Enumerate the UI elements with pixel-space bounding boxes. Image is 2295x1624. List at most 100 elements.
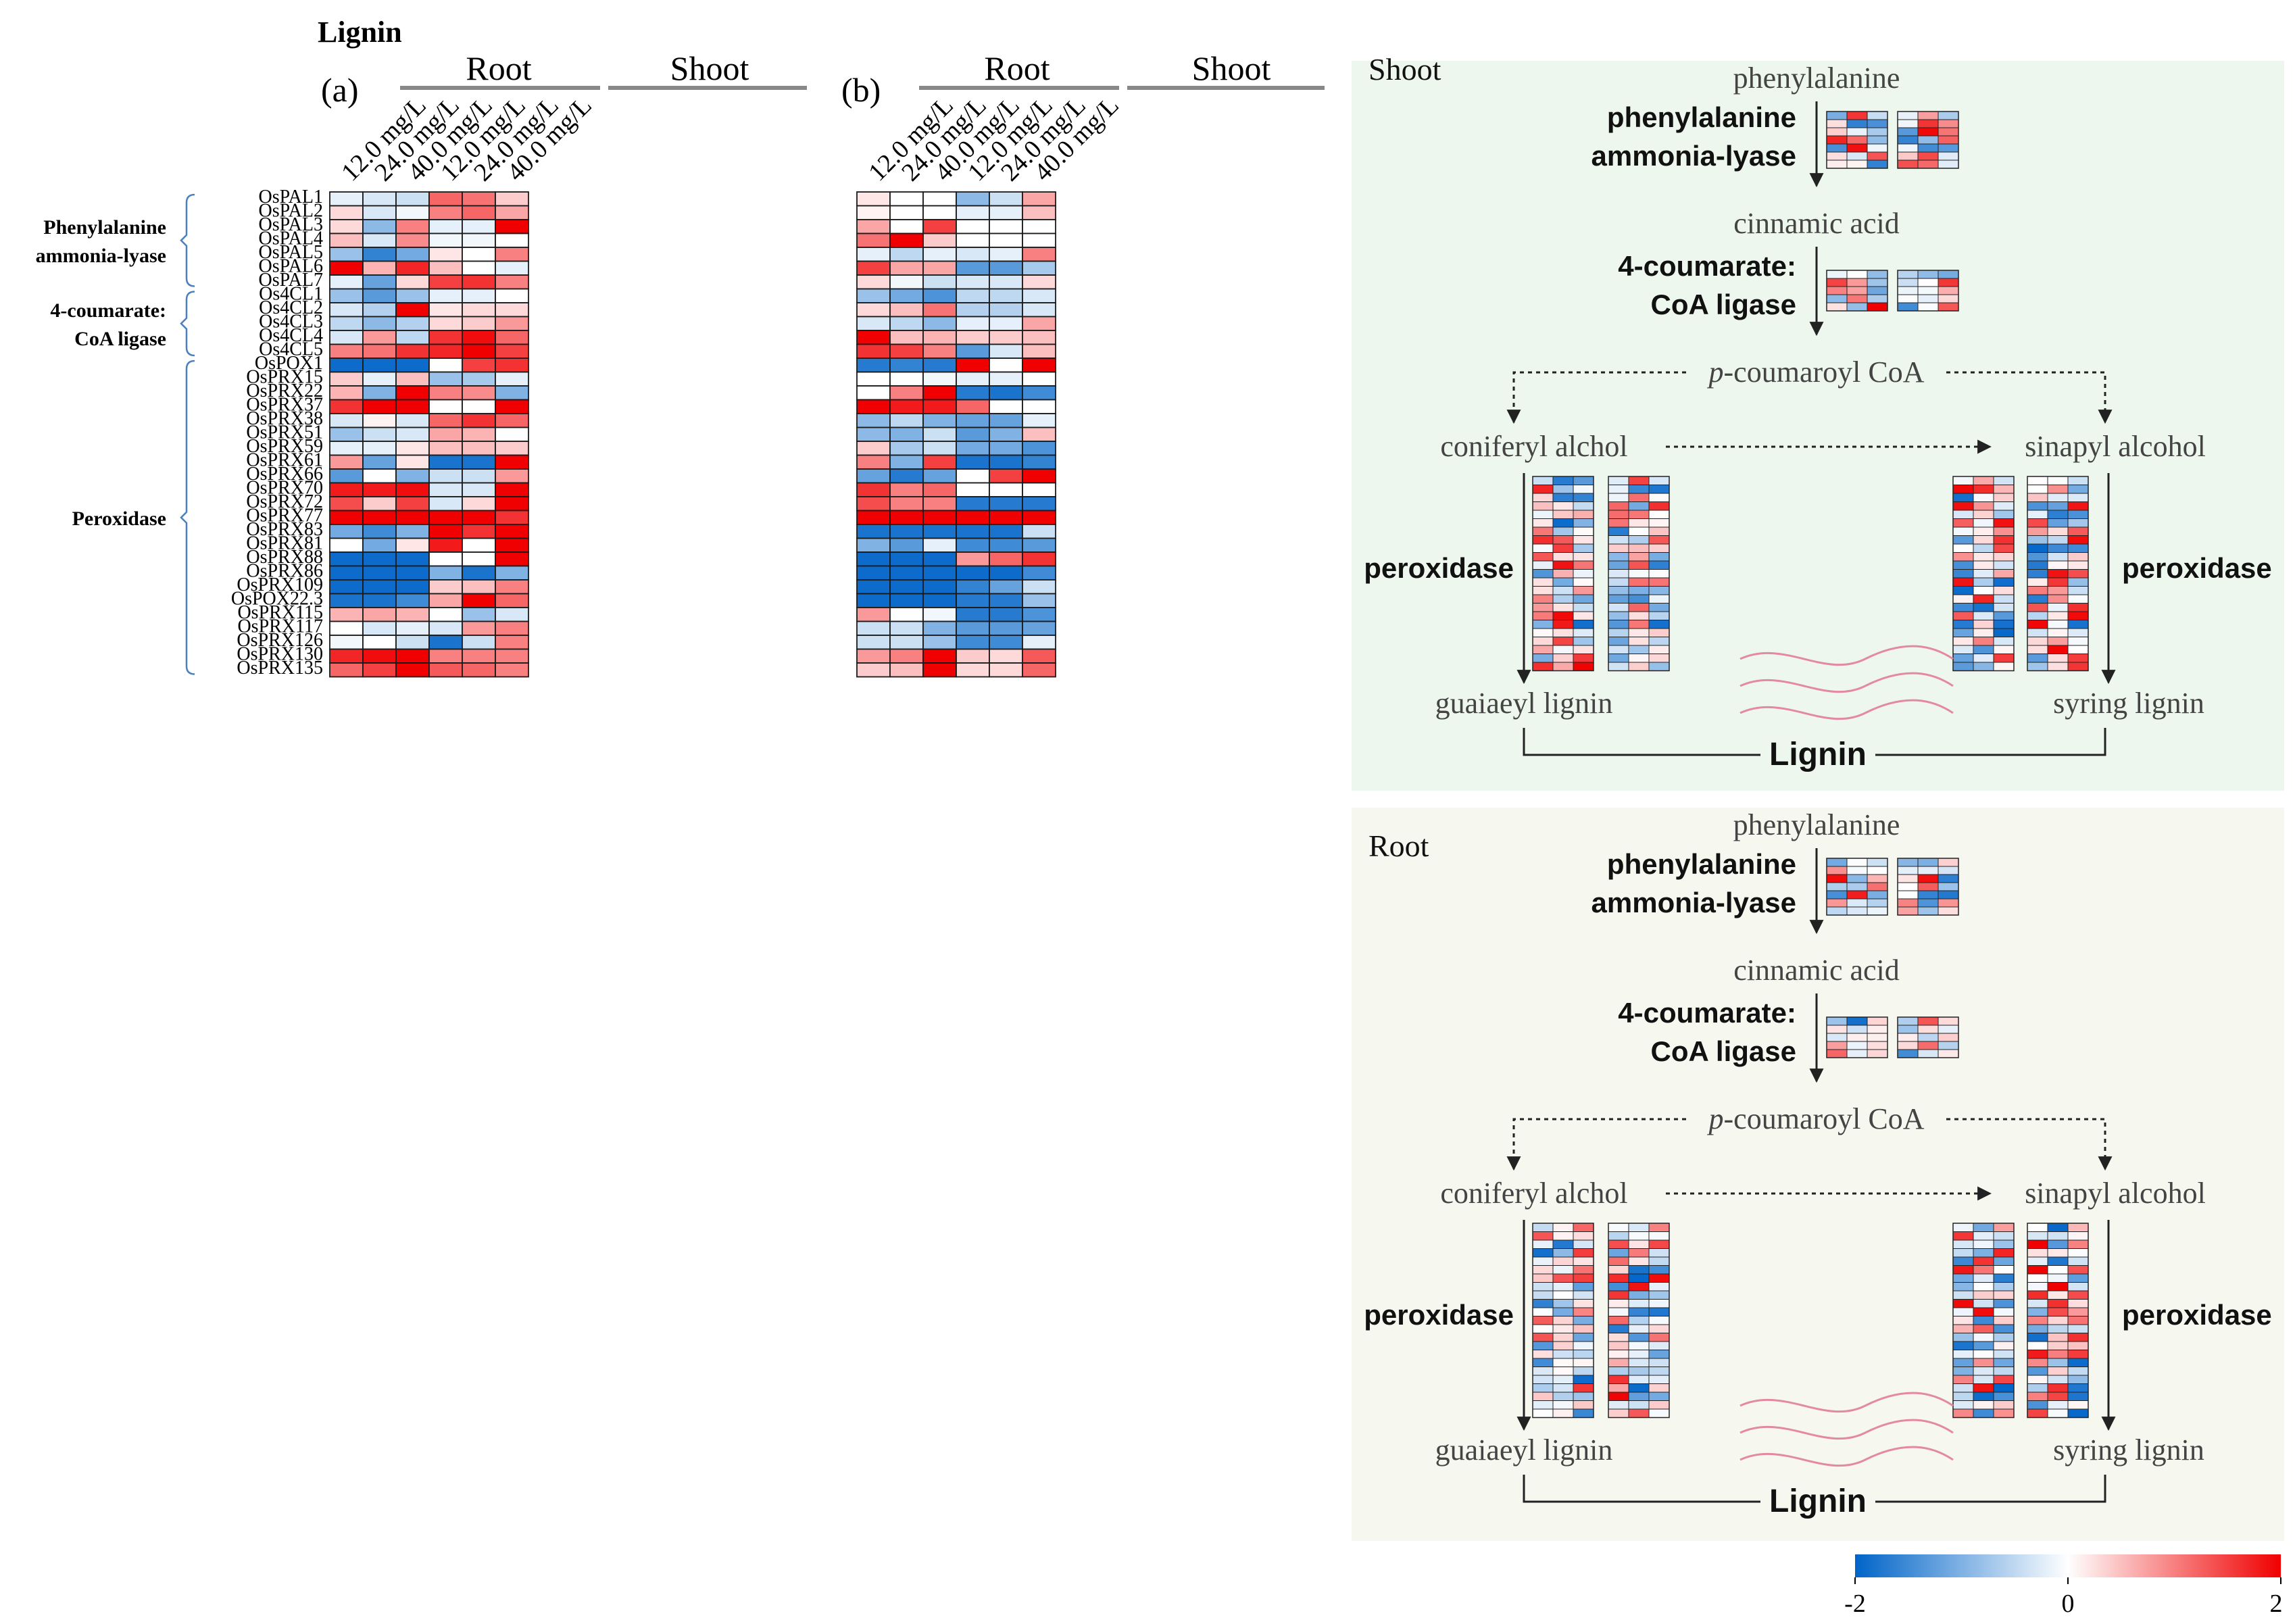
pathway-1-prx-mini-r2-cell: [2067, 1392, 2089, 1401]
pathway-1-prx-mini-l2-cell: [1608, 1375, 1629, 1384]
b-cell-r25-c3: [956, 537, 990, 553]
row-label: OsPRX15: [246, 366, 323, 387]
b-cell-r16-c5: [1022, 413, 1056, 428]
pathway-0-prx-mini-l2-cell: [1628, 620, 1650, 629]
pathway-1-prx-mini-r1: [1952, 1223, 2015, 1419]
a-cell-r30-c0: [329, 607, 364, 622]
a-cell-r5-c5: [495, 260, 529, 276]
b-cell-r13-c5: [1022, 371, 1056, 387]
row-group-brace-2: [180, 360, 195, 675]
b-cell-r19-c2: [922, 454, 957, 470]
pathway-0-prx-mini-l1-border: [1532, 476, 1594, 672]
pathway-1-cl-mini-1-cell: [1867, 1041, 1888, 1050]
pathway-0-prx-mini-l2-cell: [1608, 611, 1629, 620]
pathway-1-pal-mini-2-cell: [1897, 906, 1919, 916]
pathway-0-prx-mini-r2-cell: [2067, 569, 2089, 579]
pathway-1-prx-mini-r2-cell: [2067, 1248, 2089, 1258]
pathway-1-prx-mini-r2-cell: [2047, 1341, 2069, 1350]
pathway-1-prx-mini-r2-cell: [2067, 1273, 2089, 1283]
pathway-1-prx-mini-r1-cell: [1973, 1392, 1994, 1401]
pathway-1-prx-mini-r1-cell: [1952, 1367, 1974, 1376]
pathway-1-prx-mini-r2-cell: [2047, 1350, 2069, 1359]
pathway-0-prx-mini-r2-cell: [2047, 628, 2069, 637]
pathway-0-prx-mini-r1-cell: [1993, 518, 2015, 528]
pathway-0-prx-mini-l1-cell: [1573, 637, 1594, 646]
pathway-0-prx-mini-r2-cell: [2047, 569, 2069, 579]
a-cell-r6-c4: [462, 274, 496, 290]
a-cell-r13-c1: [362, 371, 397, 387]
a-cell-r32-c2: [395, 635, 430, 650]
pathway-0-prx-mini-l2-cell: [1628, 501, 1650, 511]
pathway-0-pal-mini-1-cell: [1867, 143, 1888, 153]
pathway-1-prx-mini-l1-cell: [1552, 1307, 1574, 1317]
pathway-1-prx-mini-r1-cell: [1993, 1256, 2015, 1266]
pathway-1-prx-mini-r1-cell: [1993, 1333, 2015, 1342]
pathway-0-pal-mini-2-cell: [1938, 119, 1959, 128]
pathway-0-prx-mini-l2-cell: [1628, 535, 1650, 545]
pathway-1-prx-mini-l1-cell: [1552, 1248, 1574, 1258]
pathway-1-prx-mini-r2-cell: [2027, 1408, 2048, 1418]
pathway-0-prx-mini-r1-cell: [1993, 594, 2015, 604]
pathway-0-prx-mini-r2-cell: [2047, 526, 2069, 536]
b-cell-r25-c5: [1022, 537, 1056, 553]
pathway-0-prx-mini-r2-cell: [2027, 518, 2048, 528]
pathway-1-prx-mini-l2-cell: [1608, 1316, 1629, 1325]
pathway-1-prx-mini-l1-cell: [1573, 1358, 1594, 1367]
b-cell-r33-c2: [922, 648, 957, 664]
pathway-0-prx-mini-l2-cell: [1648, 603, 1670, 612]
pathway-1-prx-mini-r2-cell: [2027, 1248, 2048, 1258]
pathway-0-prx-mini-l1-cell: [1532, 603, 1554, 612]
a-cell-r16-c3: [428, 413, 463, 428]
pathway-1-prx-mini-l2-cell: [1648, 1375, 1670, 1384]
pathway-0-peroxidase-left: peroxidase: [1364, 552, 1514, 584]
b-cell-r24-c5: [1022, 524, 1056, 539]
pathway-0-prx-mini-r2-cell: [2047, 485, 2069, 494]
a-cell-r7-c3: [428, 288, 463, 303]
pathway-1-prx-mini-r2-cell: [2067, 1265, 2089, 1275]
pathway-1-prx-mini-r1-cell: [1973, 1256, 1994, 1266]
pathway-0-prx-mini-l2-cell: [1608, 476, 1629, 485]
a-cell-r22-c2: [395, 496, 430, 512]
b-cell-r11-c1: [889, 343, 924, 359]
pathway-0-prx-mini-r2-cell: [2027, 603, 2048, 612]
row-label: OsPRX109: [237, 574, 323, 595]
pathway-0-prx-mini-r1-cell: [1993, 645, 2015, 654]
b-cell-r30-c4: [989, 607, 1023, 622]
pathway-1-prx-mini-l2-cell: [1648, 1273, 1670, 1283]
pathway-1-prx-mini-l2-cell: [1608, 1239, 1629, 1249]
heatmap-panel-a: (a) Root Shoot 12.0 mg/L24.0 mg/L40.0 mg…: [36, 49, 807, 679]
pathway-0-pal-mini-1-cell: [1826, 111, 1848, 120]
a-cell-r22-c4: [462, 496, 496, 512]
b-cell-r15-c3: [956, 399, 990, 414]
pathway-1-pal-mini-1-cell: [1826, 874, 1848, 883]
pathway-0-pal-mini-1-cell: [1826, 119, 1848, 128]
pathway-1-prx-mini-r1-cell: [1993, 1307, 2015, 1317]
pathway-0-prx-mini-r2-cell: [2067, 611, 2089, 620]
a-cell-r16-c2: [395, 413, 430, 428]
pathway-1-prx-mini-r2-cell: [2027, 1350, 2048, 1359]
pathway-0-prx-mini-r2-cell: [2047, 662, 2069, 671]
pathway-1-prx-mini-l2-cell: [1608, 1324, 1629, 1333]
row-group-label-0-0: Phenylalanine: [43, 216, 166, 239]
pathway-1-prx-mini-l1-cell: [1552, 1324, 1574, 1333]
a-cell-r13-c5: [495, 371, 529, 387]
a-cell-r4-c1: [362, 247, 397, 262]
pathway-1-prx-mini-l1-cell: [1573, 1299, 1594, 1308]
pathway-0-prx-mini-l1-cell: [1552, 654, 1574, 663]
b-cell-r5-c1: [889, 260, 924, 276]
pathway-0-prx-mini-r1-cell: [1973, 620, 1994, 629]
pathway-0-prx-mini-l2-cell: [1648, 611, 1670, 620]
pathway-0-prx-mini-l1-cell: [1573, 569, 1594, 579]
pathway-0-pal-label-2: ammonia-lyase: [1591, 140, 1796, 172]
a-cell-r30-c2: [395, 607, 430, 622]
pathway-1-cl-mini-2-cell: [1938, 1016, 1959, 1026]
pathway-0-prx-mini-r1-cell: [1952, 476, 1974, 485]
pathway-1-prx-mini-l1-cell: [1532, 1290, 1554, 1300]
a-cell-r15-c3: [428, 399, 463, 414]
pathway-0-prx-mini-r1-cell: [1993, 654, 2015, 663]
a-cell-r30-c1: [362, 607, 397, 622]
pathway-1-prx-mini-r1-cell: [1952, 1400, 1974, 1410]
pathway-1-prx-mini-l2-cell: [1608, 1341, 1629, 1350]
b-cell-r32-c1: [889, 635, 924, 650]
pathway-0-prx-mini-r1-cell: [1973, 535, 1994, 545]
